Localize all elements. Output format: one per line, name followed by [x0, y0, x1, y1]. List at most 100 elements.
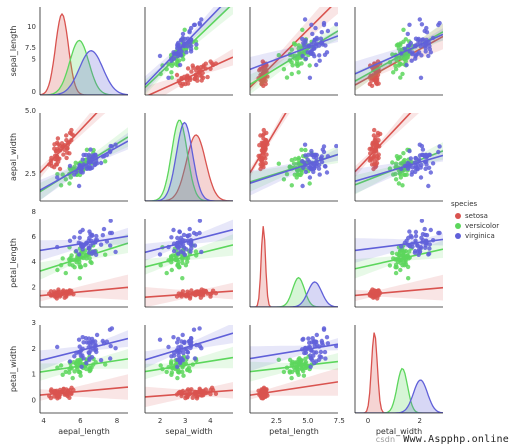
point-setosa [201, 393, 206, 398]
point-setosa [55, 136, 61, 141]
point-versicolor [295, 366, 300, 372]
point-setosa [49, 163, 55, 169]
point-virginica [94, 332, 100, 338]
y-tick-label: 2.5 [25, 170, 36, 178]
point-virginica [324, 170, 330, 175]
point-setosa [369, 162, 375, 167]
point-virginica [413, 229, 419, 235]
point-setosa [367, 158, 373, 163]
point-virginica [408, 40, 413, 46]
point-versicolor [68, 175, 74, 180]
point-versicolor [402, 263, 407, 268]
point-virginica [324, 50, 330, 55]
point-virginica [189, 336, 194, 341]
point-virginica [157, 252, 163, 257]
point-setosa [372, 127, 377, 133]
point-virginica [309, 22, 314, 27]
y-tick-label: 8 [32, 208, 36, 216]
point-versicolor [393, 177, 399, 182]
point-virginica [98, 160, 104, 166]
point-setosa [53, 162, 59, 167]
point-virginica [419, 219, 425, 223]
point-virginica [171, 227, 176, 233]
regression-line-virginica [40, 140, 128, 191]
point-virginica [89, 233, 95, 238]
point-versicolor [158, 263, 163, 268]
panel-petal_width-vs-petal_width [354, 325, 443, 414]
point-virginica [86, 152, 92, 157]
y-tick-label: 3 [32, 319, 36, 327]
point-virginica [191, 230, 197, 236]
point-versicolor [303, 147, 308, 153]
point-versicolor [88, 259, 93, 264]
point-virginica [169, 235, 174, 240]
point-setosa [259, 158, 264, 163]
regression-line-setosa [250, 113, 287, 174]
point-setosa [374, 78, 379, 83]
point-virginica [86, 246, 92, 251]
legend-item-virginica: virginica [451, 231, 499, 241]
point-virginica [192, 22, 198, 27]
point-setosa [258, 162, 263, 167]
point-virginica [185, 355, 190, 360]
point-virginica [300, 159, 305, 164]
point-virginica [437, 144, 442, 149]
legend: species setosa versicolor virginica [451, 200, 499, 241]
point-versicolor [398, 267, 403, 273]
point-virginica [179, 356, 184, 361]
point-versicolor [169, 70, 174, 75]
x-tick-label: 2 [158, 417, 162, 425]
point-virginica [324, 335, 330, 340]
point-setosa [174, 72, 180, 78]
point-versicolor [300, 366, 305, 372]
point-versicolor [406, 276, 411, 281]
point-versicolor [301, 373, 307, 378]
legend-label-versicolor: versicolor [465, 222, 500, 230]
point-virginica [197, 20, 202, 26]
y-tick-label: 2 [32, 283, 36, 291]
point-setosa [57, 166, 63, 172]
point-versicolor [84, 366, 89, 372]
point-virginica [175, 235, 180, 241]
legend-item-versicolor: versicolor [451, 221, 499, 231]
watermark: csdn Www.Aspphp.online [376, 434, 509, 445]
regression-line-virginica [250, 153, 338, 185]
point-virginica [424, 25, 429, 31]
point-versicolor [177, 369, 182, 374]
point-virginica [192, 356, 198, 361]
point-versicolor [194, 45, 199, 51]
panel-sepal_length-vs-petal_width [354, 7, 443, 96]
point-virginica [308, 364, 313, 369]
point-virginica [415, 243, 420, 248]
point-versicolor [296, 70, 301, 75]
point-versicolor [70, 263, 75, 268]
point-virginica [197, 343, 203, 349]
point-setosa [259, 395, 264, 401]
point-virginica [187, 226, 192, 232]
point-virginica [427, 43, 432, 49]
point-setosa [190, 395, 195, 400]
point-setosa [195, 65, 200, 71]
point-versicolor [296, 43, 301, 48]
y-axis-label: sepal_length [9, 26, 18, 77]
regression-line-setosa [40, 286, 128, 297]
point-virginica [316, 166, 322, 171]
point-virginica [113, 249, 118, 255]
regression-line-versicolor [40, 242, 128, 272]
point-virginica [55, 344, 60, 350]
y-tick-label: 0 [32, 397, 36, 405]
regression-line-setosa [145, 290, 233, 298]
point-virginica [108, 356, 113, 361]
point-setosa [261, 127, 266, 133]
y-axis-label: petal_length [9, 238, 18, 288]
point-virginica [415, 166, 420, 171]
point-virginica [301, 336, 306, 342]
point-versicolor [401, 151, 406, 156]
point-virginica [417, 153, 423, 158]
regression-line-virginica [145, 228, 233, 254]
point-setosa [199, 78, 204, 83]
watermark-left: csdn [375, 435, 396, 444]
regression-line-virginica [355, 33, 443, 75]
point-versicolor [55, 267, 60, 273]
y-tick-label: 2 [32, 345, 36, 353]
